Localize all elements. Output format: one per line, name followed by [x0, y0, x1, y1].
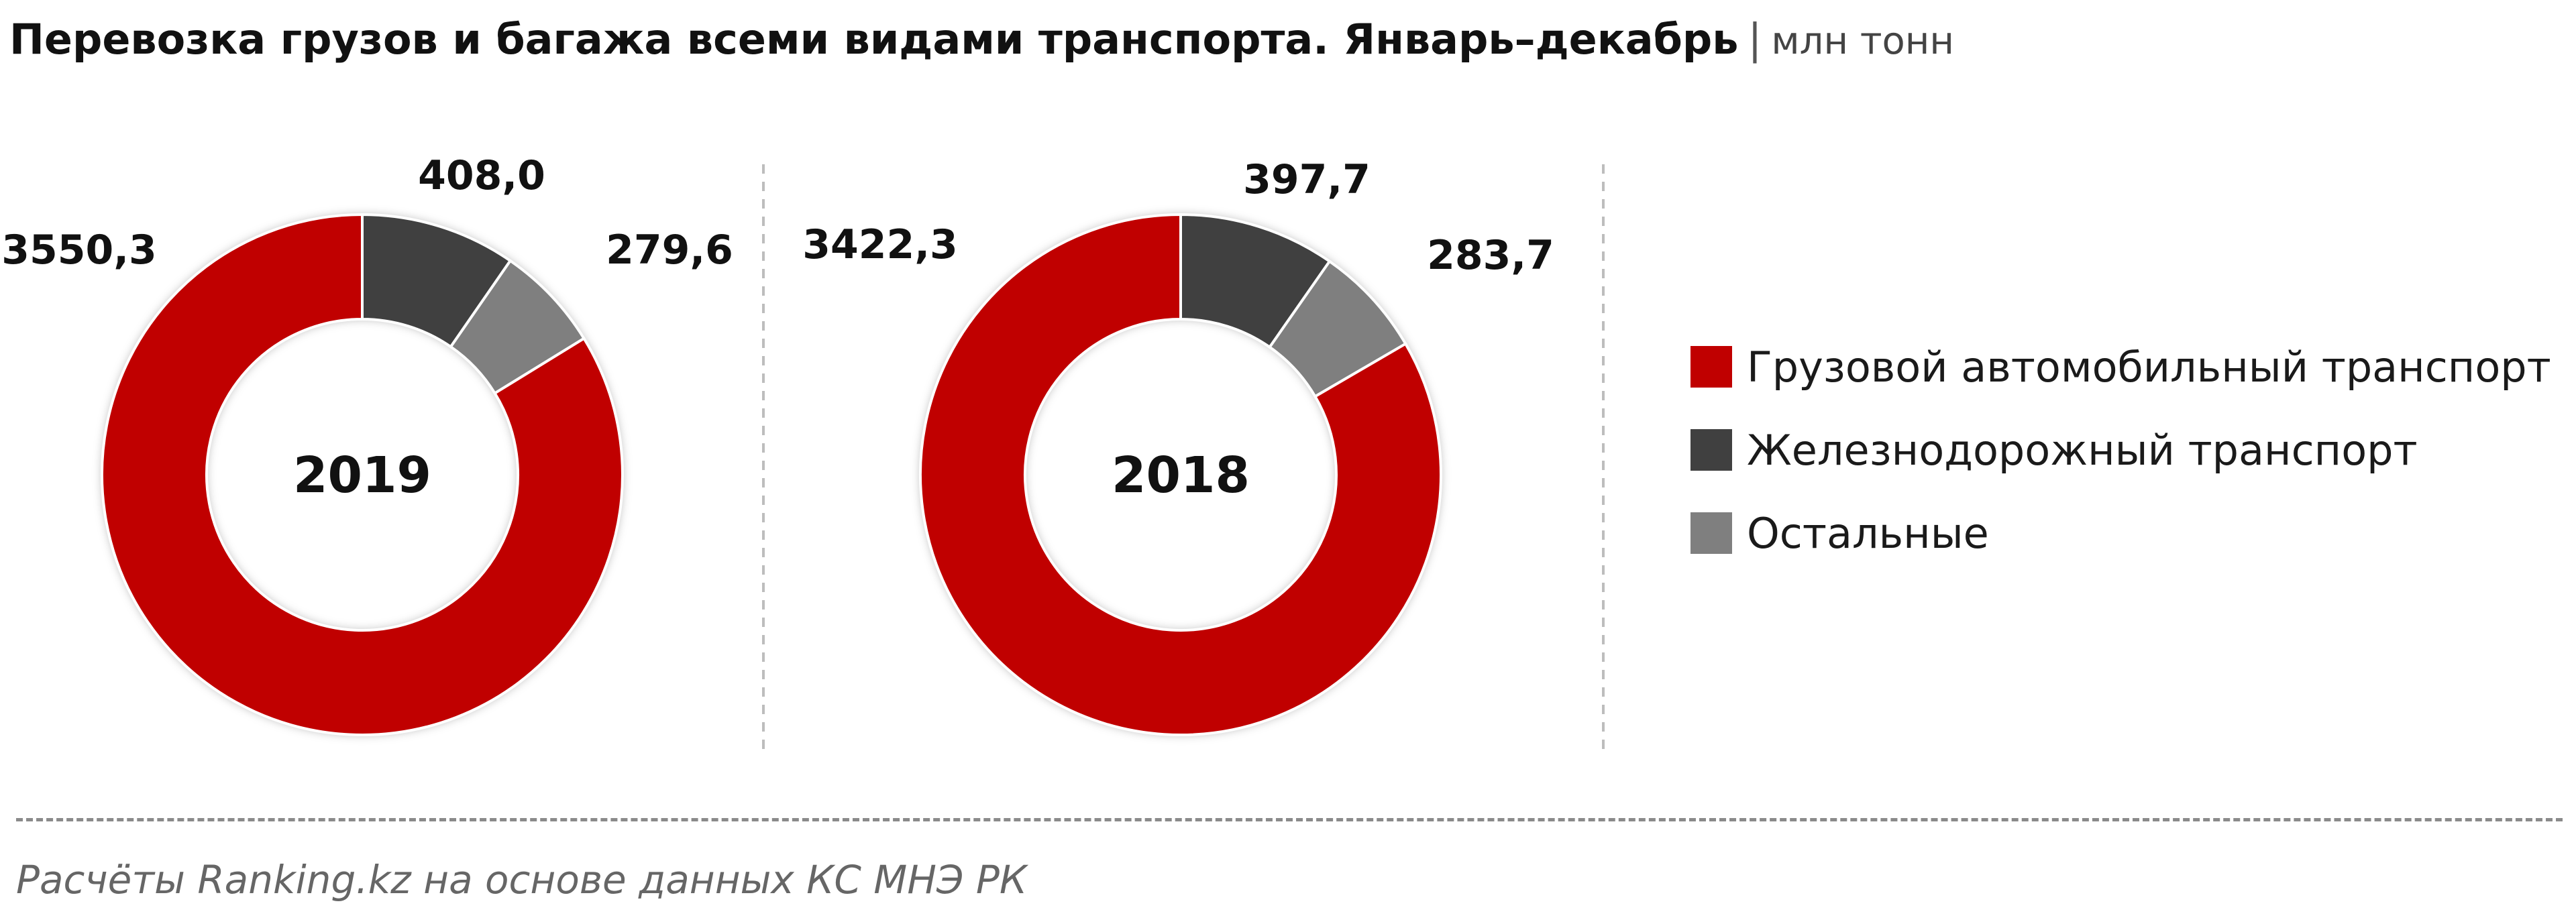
- legend-swatch-other: [1690, 512, 1732, 554]
- data-label-other: 283,7: [1427, 232, 1554, 279]
- donut-slice-road: [101, 213, 624, 736]
- legend-swatch-rail: [1690, 429, 1732, 471]
- chart-title-line: Перевозка грузов и багажа всеми видами т…: [9, 15, 1954, 64]
- legend-swatch-road: [1690, 346, 1732, 388]
- donut-2018: 2018 3422,3 397,7 283,7: [802, 156, 1554, 736]
- legend-label-rail: Железнодорожный транспорт: [1747, 425, 2418, 475]
- chart-title: Перевозка грузов и багажа всеми видами т…: [9, 15, 1739, 64]
- legend-label-other: Остальные: [1747, 508, 1989, 558]
- legend-item-road: Грузовой автомобильный транспорт: [1690, 325, 2551, 408]
- title-separator: |: [1748, 15, 1762, 64]
- data-label-rail: 408,0: [418, 152, 545, 199]
- donut-center-label: 2018: [1112, 447, 1250, 504]
- data-label-other: 279,6: [606, 227, 733, 274]
- donut-center-label: 2019: [293, 447, 431, 504]
- data-label-road: 3422,3: [802, 221, 958, 268]
- legend-item-rail: Железнодорожный транспорт: [1690, 408, 2551, 492]
- legend-label-road: Грузовой автомобильный транспорт: [1747, 342, 2551, 392]
- legend: Грузовой автомобильный транспорт Железно…: [1690, 325, 2551, 575]
- legend-item-other: Остальные: [1690, 492, 2551, 575]
- data-label-road: 3550,3: [1, 227, 157, 274]
- chart-unit: млн тонн: [1771, 19, 1954, 63]
- source-note: Расчёты Ranking.kz на основе данных КС М…: [16, 857, 1028, 903]
- data-label-rail: 397,7: [1243, 156, 1371, 203]
- donut-slice-road: [919, 213, 1442, 736]
- donut-2019: 2019 3550,3 408,0 279,6: [1, 152, 733, 736]
- footer-divider: [16, 818, 2563, 821]
